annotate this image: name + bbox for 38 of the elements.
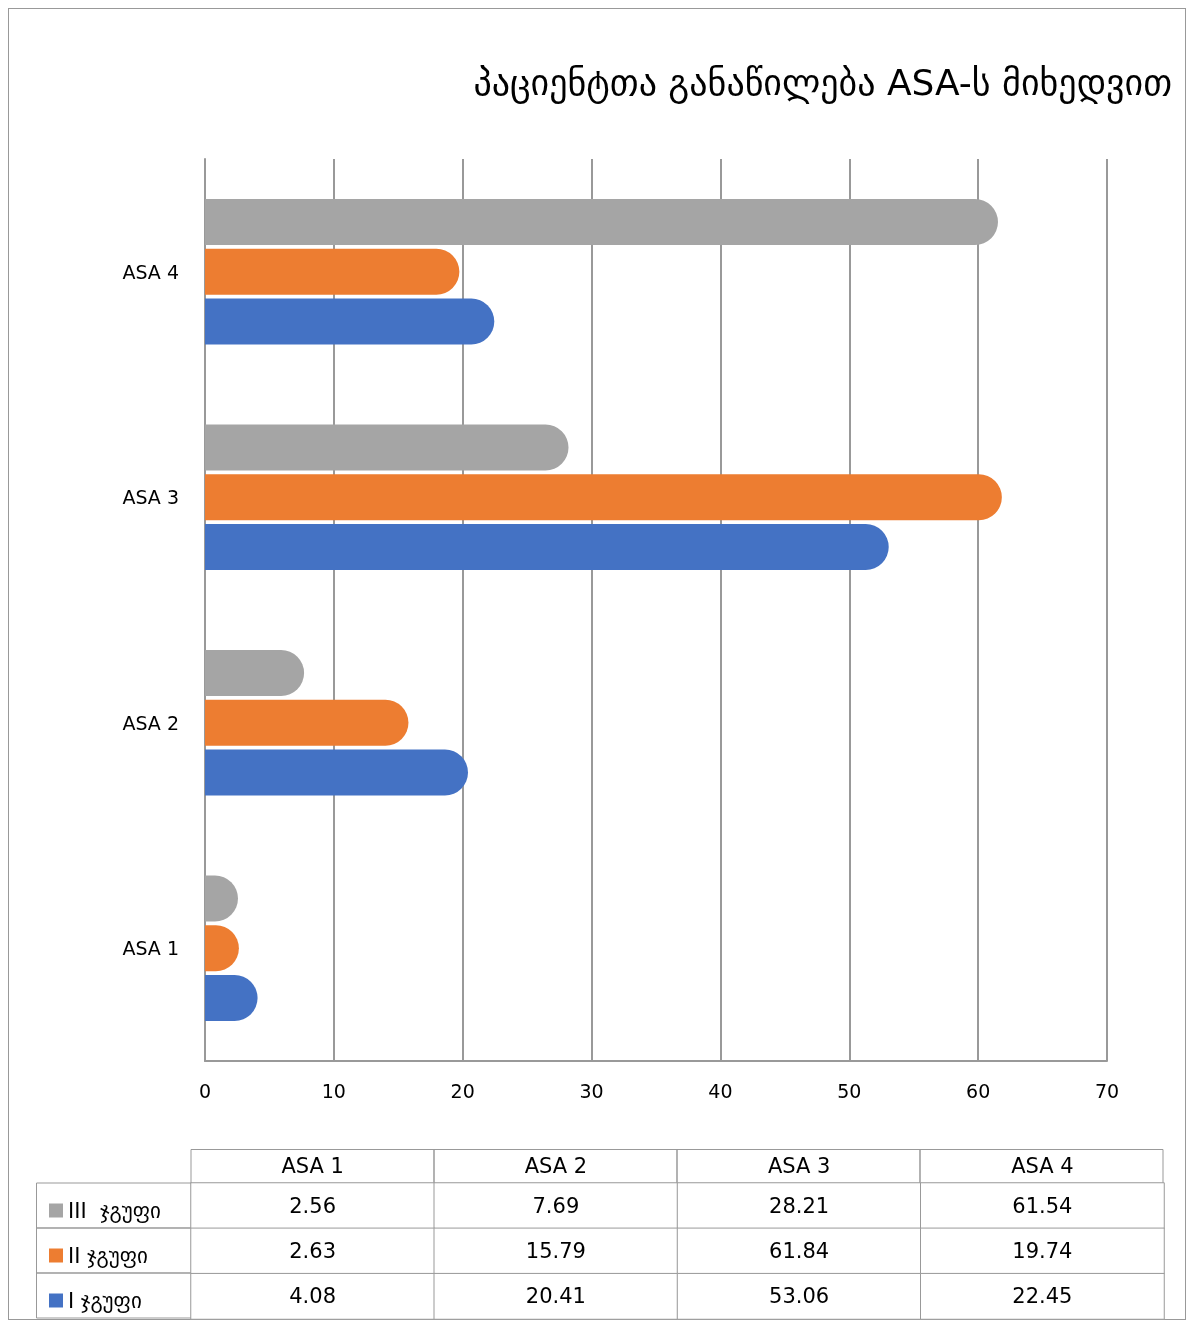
y-tick-label: ASA 4	[122, 260, 179, 283]
data-label: 61.54	[1012, 1193, 1073, 1218]
bar	[205, 248, 460, 295]
data-label: 2.63	[289, 1239, 337, 1263]
x-tick-label: 10	[321, 1079, 346, 1102]
y-tick-label: ASA 2	[122, 711, 179, 734]
x-tick-label: ASA 1	[281, 1153, 344, 1178]
chart-title: პაციენტთა განაწილება ASA-ს მიხედვით	[473, 61, 1172, 104]
x-tick-label: 0	[198, 1079, 212, 1102]
data-label: 28.21	[769, 1193, 830, 1218]
y-tick-label: ASA 3	[122, 486, 179, 509]
data-label: 15.79	[525, 1239, 586, 1263]
bar	[205, 749, 468, 796]
x-tick-label: 20	[450, 1079, 475, 1102]
legend-label: III ჯგუფი	[68, 1198, 161, 1223]
bar	[205, 699, 409, 746]
x-tick-label: 50	[837, 1079, 862, 1102]
x-tick-label: ASA 3	[767, 1153, 831, 1178]
legend-label: I ჯგუფი	[68, 1288, 142, 1313]
data-label: 20.41	[525, 1284, 586, 1309]
legend-label: II ჯგუფი	[68, 1243, 148, 1268]
x-tick-label: 30	[579, 1079, 604, 1102]
data-label: 2.56	[289, 1193, 337, 1218]
data-label: 19.74	[1012, 1239, 1073, 1263]
data-label: 4.08	[289, 1284, 337, 1309]
data-label: 22.45	[1012, 1284, 1073, 1309]
y-tick-label: ASA 1	[122, 937, 179, 960]
x-tick-label: 60	[966, 1079, 991, 1102]
data-label: 61.84	[769, 1239, 830, 1263]
x-tick-label: ASA 4	[1011, 1153, 1074, 1178]
data-label: 7.69	[532, 1193, 580, 1218]
data-label: 53.06	[769, 1284, 830, 1309]
bar	[205, 474, 1002, 521]
x-tick-label: ASA 2	[524, 1153, 588, 1178]
x-tick-label: 40	[708, 1079, 733, 1102]
x-tick-label: 70	[1094, 1079, 1120, 1102]
bar	[205, 523, 889, 570]
bar	[205, 298, 495, 345]
